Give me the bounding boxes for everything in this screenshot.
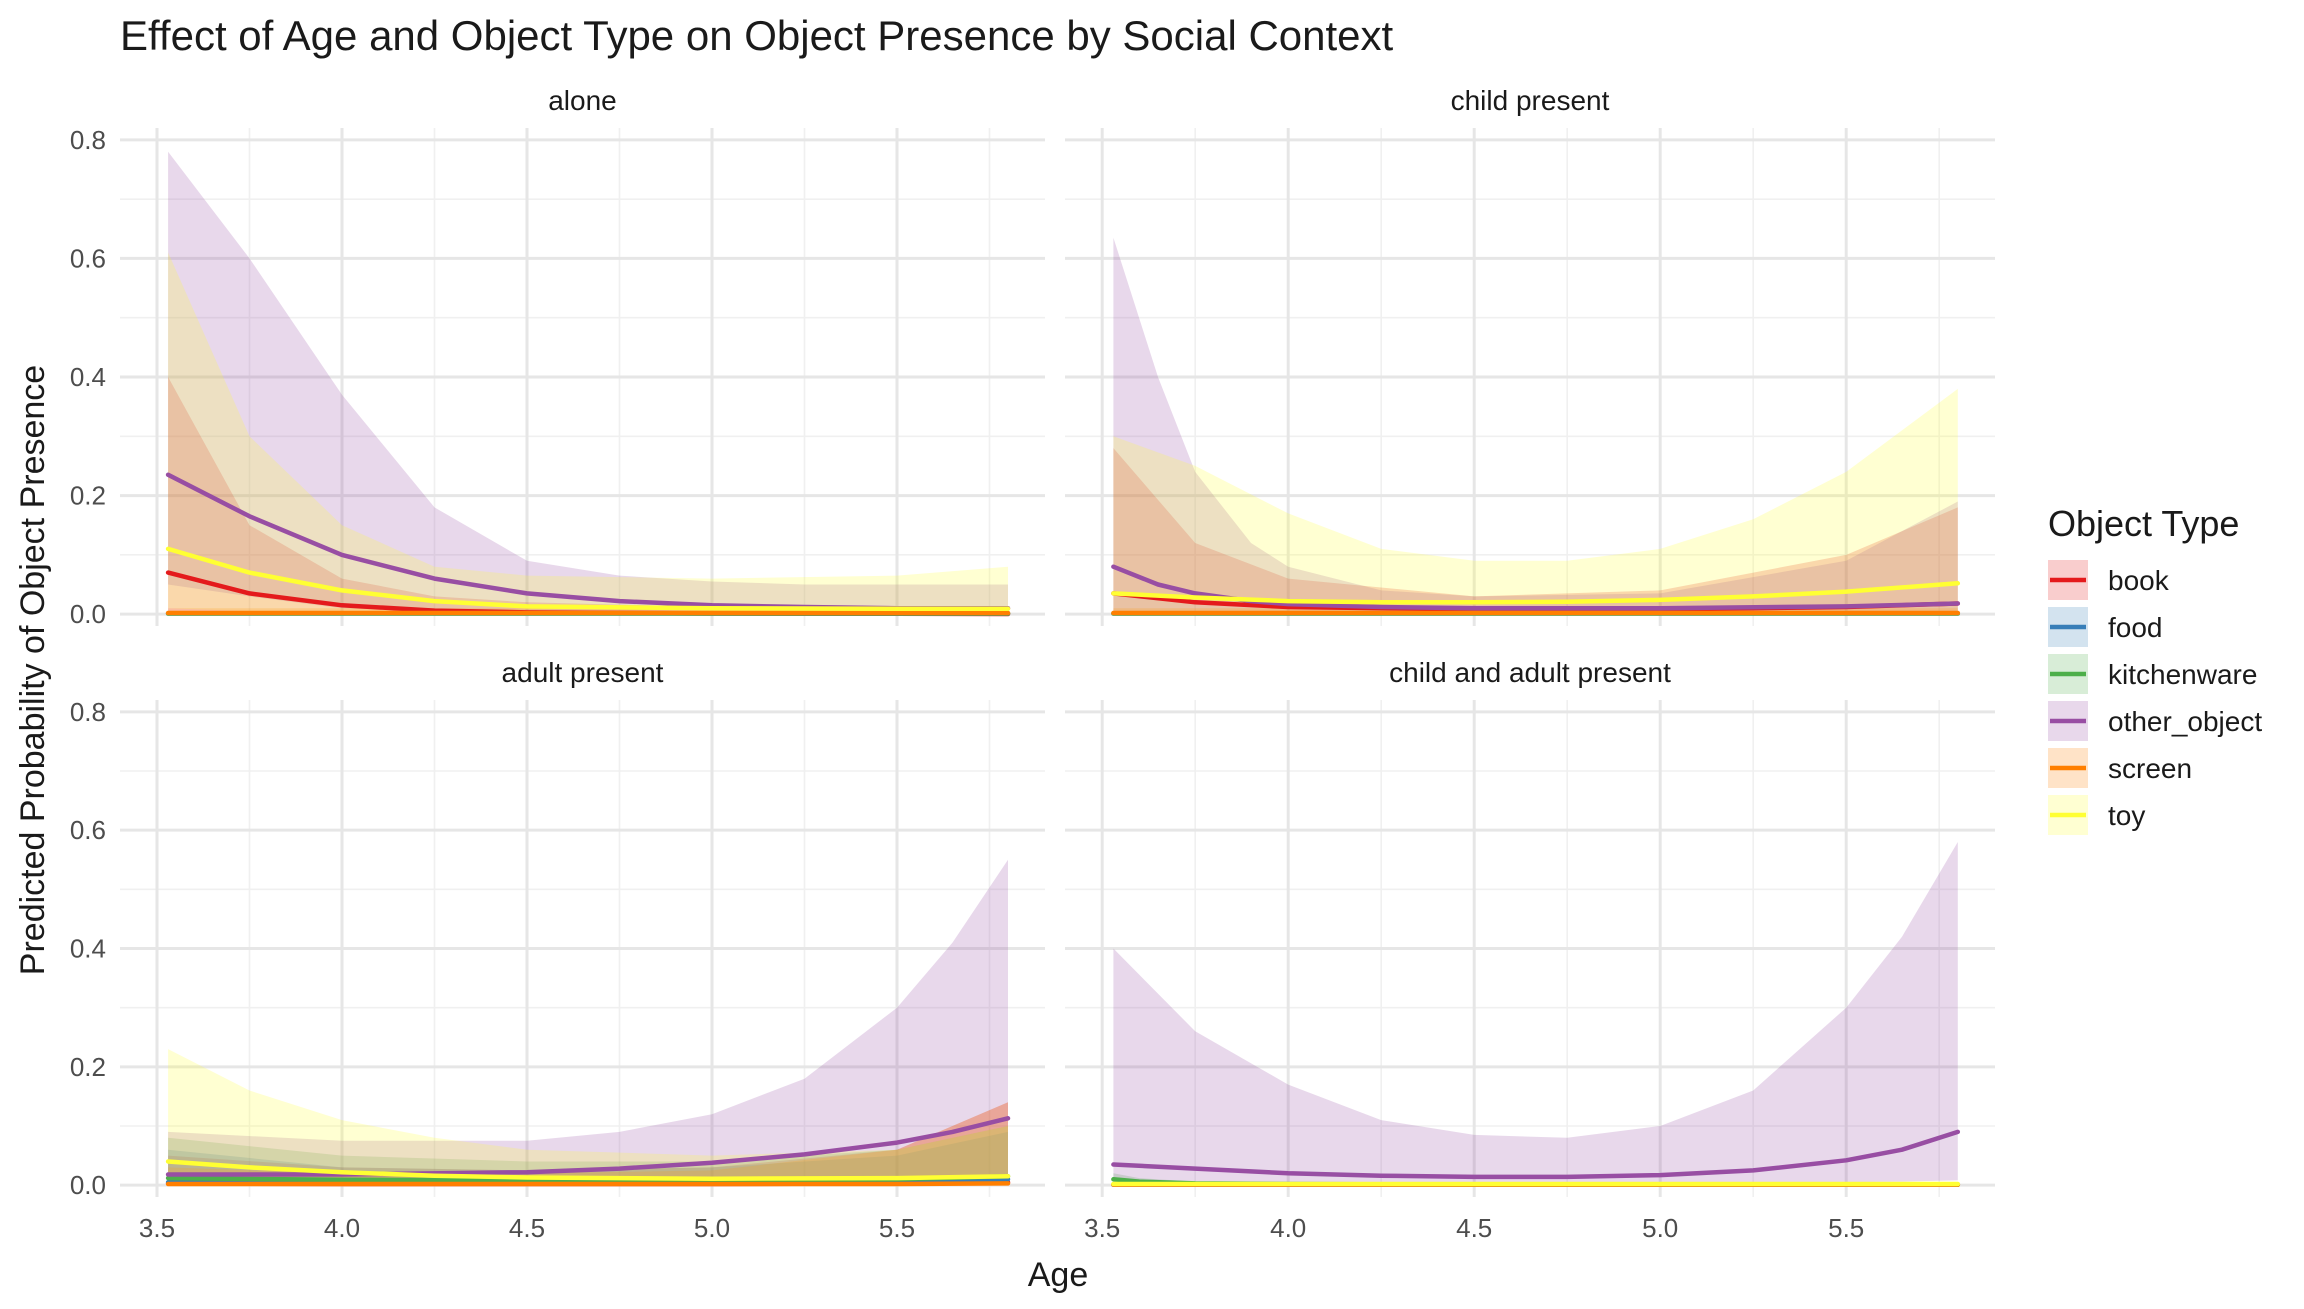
chart-title: Effect of Age and Object Type on Object … [120, 12, 1394, 59]
y-tick-label: 0.6 [70, 243, 106, 273]
series-line-toy [165, 546, 1011, 612]
legend-item-kitchenware: kitchenware [2048, 654, 2257, 694]
confidence-band-book [168, 1102, 1009, 1186]
series-line-toy [1111, 581, 1961, 605]
series-line-toy [165, 1159, 1011, 1181]
legend-label: screen [2108, 753, 2192, 784]
facet-panel: alone 0.0 0.2 0.4 0.6 0.8 [70, 85, 1045, 629]
facet-label: child present [1451, 85, 1610, 116]
legend-item-other_object: other_object [2048, 701, 2262, 741]
legend-item-screen: screen [2048, 748, 2192, 788]
legend-item-toy: toy [2048, 795, 2145, 835]
y-tick-label: 0.2 [70, 1052, 106, 1082]
confidence-band-screen [168, 1102, 1009, 1186]
legend-item-food: food [2048, 607, 2163, 647]
y-tick-label: 0.4 [70, 934, 106, 964]
facet-label: alone [548, 85, 617, 116]
x-tick-label: 4.0 [324, 1213, 360, 1243]
x-tick-label: 5.0 [694, 1213, 730, 1243]
series-line-other_object [1111, 1129, 1961, 1180]
facet-label: child and adult present [1389, 657, 1671, 688]
y-tick-label: 0.4 [70, 362, 106, 392]
legend-label: book [2108, 565, 2170, 596]
facet-panel: adult present 0.0 0.2 0.4 0.6 0.8 3.5 4.0 4.5 5.0… [70, 657, 1045, 1243]
y-axis-title: Predicted Probability of Object Presence [14, 365, 52, 975]
x-tick-label: 5.5 [879, 1213, 915, 1243]
confidence-band-other_object [168, 151, 1009, 614]
confidence-band-other_object [1113, 237, 1958, 614]
legend-label: other_object [2108, 706, 2262, 737]
x-tick-label: 4.5 [1456, 1213, 1492, 1243]
confidence-band-toy [168, 252, 1009, 614]
x-tick-label: 4.0 [1270, 1213, 1306, 1243]
facets-layer: alone 0.0 0.2 0.4 0.6 0.8 child present adult p… [70, 85, 1995, 1243]
x-tick-label: 3.5 [139, 1213, 175, 1243]
confidence-band-other_object [1113, 842, 1958, 1184]
x-tick-label: 3.5 [1084, 1213, 1120, 1243]
legend-item-book: book [2048, 560, 2170, 600]
y-tick-label: 0.0 [70, 599, 106, 629]
facet-panel: child and adult present 3.5 4.0 4.5 5.0 5.5 [1065, 657, 1995, 1243]
y-tick-label: 0.8 [70, 125, 106, 155]
facet-panel: child present [1065, 85, 1995, 626]
confidence-band-book [168, 377, 1009, 615]
legend-label: food [2108, 612, 2163, 643]
x-axis-title: Age [1028, 1256, 1089, 1294]
y-tick-label: 0.0 [70, 1170, 106, 1200]
legend-title: Object Type [2048, 503, 2239, 544]
series-line-other_object [1111, 564, 1961, 611]
x-tick-label: 4.5 [509, 1213, 545, 1243]
series-line-screen [165, 1181, 1011, 1187]
confidence-band-kitchenware [168, 1126, 1009, 1185]
legend: Object Type book food kitchenware other_obj… [2048, 503, 2262, 835]
y-tick-label: 0.2 [70, 481, 106, 511]
legend-label: toy [2108, 800, 2145, 831]
confidence-band-toy [168, 1049, 1009, 1184]
x-tick-label: 5.0 [1642, 1213, 1678, 1243]
x-tick-label: 5.5 [1828, 1213, 1864, 1243]
legend-label: kitchenware [2108, 659, 2257, 690]
confidence-band-other_object [168, 859, 1009, 1184]
y-tick-label: 0.8 [70, 697, 106, 727]
y-tick-label: 0.6 [70, 815, 106, 845]
facet-label: adult present [502, 657, 664, 688]
confidence-band-toy [1113, 388, 1958, 613]
